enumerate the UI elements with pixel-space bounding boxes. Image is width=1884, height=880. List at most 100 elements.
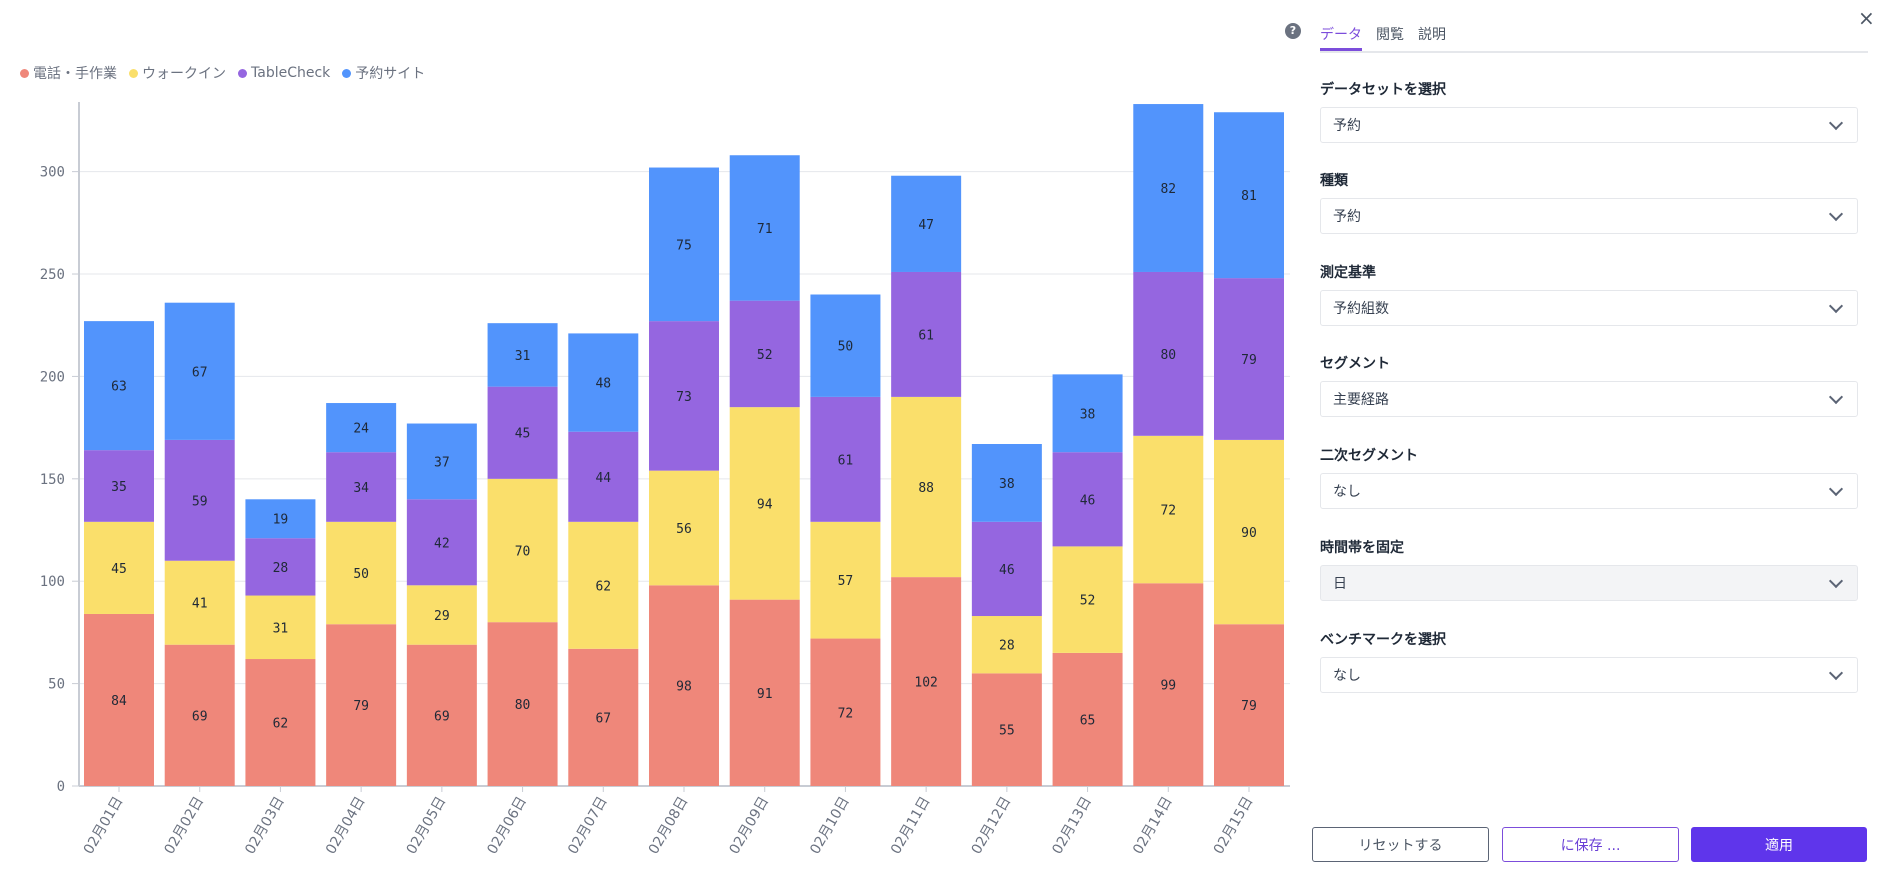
x-tick-label: 02月03日 — [242, 794, 288, 857]
bar-data-label: 71 — [757, 222, 773, 237]
legend-item-walkin[interactable]: ウォークイン — [129, 63, 226, 83]
help-icon[interactable]: ? — [1285, 23, 1301, 39]
bar-data-label: 61 — [838, 453, 854, 468]
bar-segment — [487, 622, 558, 786]
close-icon[interactable]: × — [1858, 6, 1875, 30]
tab-data[interactable]: データ — [1320, 24, 1362, 51]
bar-segment — [891, 175, 962, 272]
bar-data-label: 35 — [111, 480, 127, 495]
bar-segment — [649, 470, 719, 586]
bar-data-label: 91 — [757, 687, 773, 702]
bar-data-label: 37 — [434, 455, 450, 470]
bar-data-label: 29 — [434, 609, 450, 624]
x-tick-label: 02月14日 — [1130, 794, 1176, 857]
legend-item-booking-site[interactable]: 予約サイト — [342, 63, 425, 83]
y-tick-label: 300 — [40, 165, 65, 181]
bar-segment — [406, 423, 477, 500]
bar-data-label: 75 — [676, 238, 692, 253]
x-tick-label: 02月12日 — [969, 794, 1015, 857]
bar-data-label: 98 — [676, 680, 692, 695]
bar-data-label: 45 — [111, 562, 127, 577]
bar-segment — [487, 323, 558, 387]
bar-segment — [568, 521, 639, 649]
bar-data-label: 69 — [434, 709, 450, 724]
x-tick-label: 02月07日 — [565, 794, 611, 857]
y-tick-label: 50 — [48, 677, 65, 693]
bar-segment — [326, 624, 397, 786]
bar-data-label: 82 — [1160, 182, 1176, 197]
bar-data-label: 28 — [999, 639, 1015, 654]
bar-data-label: 46 — [999, 563, 1015, 578]
type-select[interactable]: 予約 — [1320, 198, 1858, 234]
bar-data-label: 88 — [918, 481, 934, 496]
apply-button[interactable]: 適用 — [1691, 827, 1867, 862]
chart-area: 電話・手作業 ウォークイン TableCheck 予約サイト 0 50 100 150… — [20, 63, 1290, 857]
bar-segment — [1214, 112, 1284, 279]
bar-segment — [891, 577, 962, 786]
bar-segment — [406, 499, 477, 586]
x-tick-label: 02月01日 — [81, 794, 127, 857]
bar-data-label: 42 — [434, 536, 450, 551]
bar-data-label: 24 — [353, 422, 369, 437]
bar-segment — [1052, 652, 1123, 786]
select-value: 予約 — [1333, 209, 1361, 225]
bar-segment — [1052, 452, 1123, 547]
benchmark-select[interactable]: なし — [1320, 657, 1858, 693]
bar-segment — [1052, 374, 1123, 453]
bar-data-label: 99 — [1160, 679, 1176, 694]
x-tick-label: 02月13日 — [1049, 794, 1095, 857]
bar-segment — [1214, 278, 1284, 440]
save-button[interactable]: に保存 ... — [1502, 827, 1679, 862]
bar-segment — [568, 333, 639, 432]
bar-data-label: 28 — [273, 561, 289, 576]
segment-select[interactable]: 主要経路 — [1320, 381, 1858, 417]
bar-data-label: 34 — [353, 481, 369, 496]
select-value: 主要経路 — [1333, 392, 1389, 408]
bar-segment — [84, 613, 154, 786]
bar-data-label: 50 — [353, 567, 369, 582]
x-tick-label: 02月11日 — [888, 794, 934, 857]
legend-item-phone[interactable]: 電話・手作業 — [20, 63, 117, 83]
bar-segment — [568, 648, 639, 786]
legend-dot-icon — [342, 68, 352, 78]
bar-segment — [164, 439, 235, 561]
legend-item-tablecheck[interactable]: TableCheck — [238, 63, 330, 83]
bar-segment — [1214, 439, 1284, 625]
time-period-select[interactable]: 日 — [1320, 565, 1858, 601]
tab-view[interactable]: 閲覧 — [1376, 27, 1404, 43]
select-value: なし — [1333, 484, 1361, 500]
bar-data-label: 80 — [1160, 348, 1176, 363]
bar-segment — [729, 599, 800, 786]
bar-data-label: 52 — [757, 348, 773, 363]
bar-segment — [406, 585, 477, 645]
bar-data-label: 67 — [595, 711, 611, 726]
bar-data-label: 65 — [1080, 713, 1096, 728]
reset-button[interactable]: リセットする — [1312, 827, 1489, 862]
bar-segment — [164, 302, 235, 440]
bar-segment — [164, 560, 235, 645]
metric-select[interactable]: 予約組数 — [1320, 290, 1858, 326]
bar-data-label: 69 — [192, 709, 208, 724]
time-period-label: 時間帯を固定 — [1320, 540, 1404, 556]
secondary-segment-select[interactable]: なし — [1320, 473, 1858, 509]
bar-segment — [245, 538, 316, 596]
chevron-down-icon — [1828, 481, 1844, 496]
bar-segment — [84, 521, 154, 614]
x-tick-label: 02月15日 — [1211, 794, 1257, 857]
legend-dot-icon — [20, 68, 29, 78]
bar-data-label: 79 — [1241, 353, 1257, 368]
bar-data-label: 72 — [1160, 504, 1176, 519]
bar-segment — [1133, 104, 1204, 272]
select-value: 予約 — [1333, 118, 1361, 134]
dataset-select[interactable]: 予約 — [1320, 107, 1858, 143]
bar-data-label: 80 — [515, 698, 531, 713]
y-tick-label: 200 — [40, 369, 65, 385]
select-value: なし — [1333, 668, 1361, 684]
bar-data-label: 67 — [192, 365, 208, 380]
x-tick-label: 02月05日 — [404, 794, 450, 857]
chevron-down-icon — [1828, 389, 1844, 404]
y-tick-label: 250 — [40, 267, 65, 283]
tab-description[interactable]: 説明 — [1418, 27, 1446, 43]
x-tick-label: 02月08日 — [646, 794, 692, 857]
legend-label: ウォークイン — [142, 66, 226, 82]
